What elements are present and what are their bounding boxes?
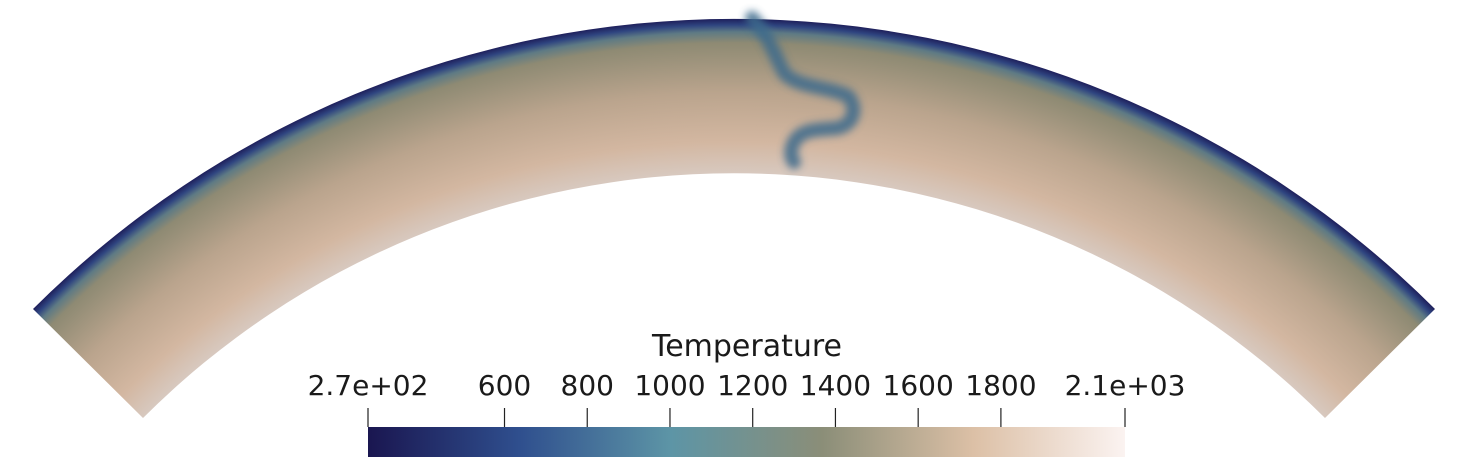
- shell-domain: [33, 18, 1435, 418]
- colorbar-tick-label: 800: [561, 369, 614, 402]
- colorbar-tick-label: 1000: [634, 369, 705, 402]
- colorbar-gradient: [368, 427, 1125, 457]
- colorbar-tick-label: 2.7e+02: [308, 369, 429, 402]
- colorbar-tick-label: 600: [478, 369, 531, 402]
- colorbar-tick-label: 1800: [965, 369, 1036, 402]
- colorbar: Temperature 2.7e+02 600 800 1000 1200 1400 160…: [308, 329, 1186, 457]
- colorbar-title: Temperature: [651, 329, 842, 364]
- colorbar-tick-label: 2.1e+03: [1065, 369, 1186, 402]
- colorbar-tick-label: 1200: [717, 369, 788, 402]
- colorbar-tick-label: 1600: [883, 369, 954, 402]
- colorbar-tick-label: 1400: [800, 369, 871, 402]
- cold-slab: [745, 11, 861, 169]
